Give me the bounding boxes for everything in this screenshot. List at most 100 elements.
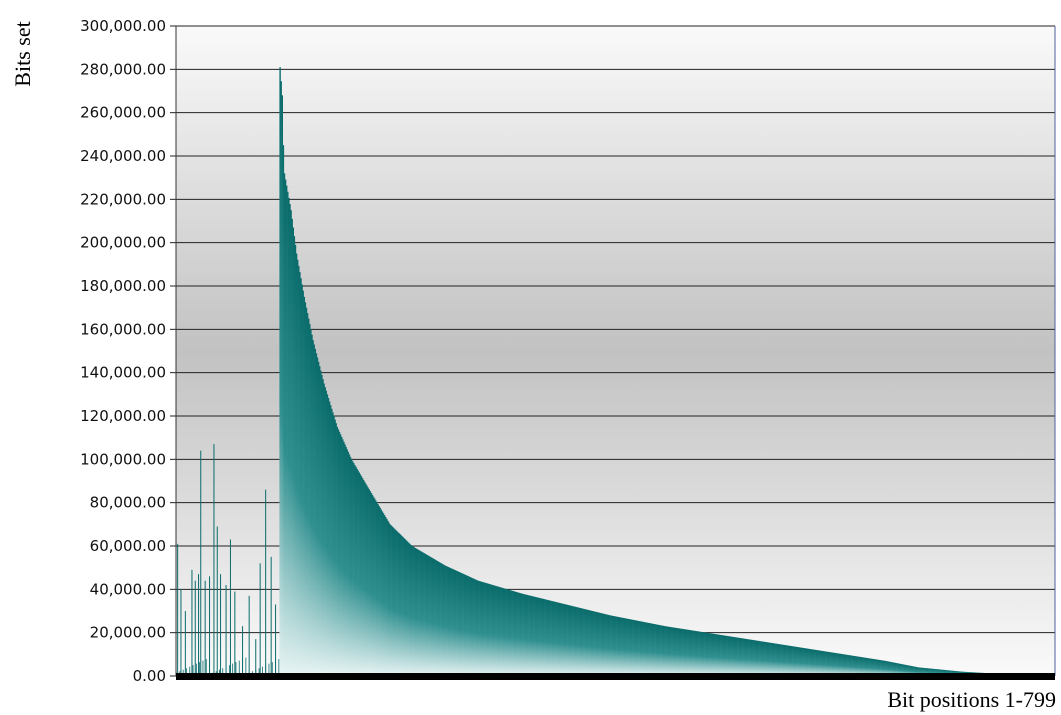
bar	[540, 598, 542, 676]
bar	[782, 644, 784, 676]
bar	[311, 334, 313, 676]
bar	[614, 616, 617, 676]
bar	[915, 666, 917, 676]
bar	[392, 527, 395, 676]
bar	[705, 632, 707, 676]
bar	[479, 581, 482, 676]
bar	[562, 603, 564, 676]
y-tick-label: 200,000.00	[80, 234, 166, 252]
bar	[547, 600, 550, 676]
bar	[668, 626, 671, 676]
bar	[687, 629, 689, 676]
bar	[756, 640, 759, 676]
bar	[590, 610, 593, 676]
bar	[550, 600, 552, 676]
bar	[629, 619, 631, 676]
bar	[689, 630, 692, 676]
bar	[812, 649, 815, 676]
bar	[322, 379, 324, 676]
bar	[909, 665, 912, 676]
bar	[385, 516, 387, 676]
bar	[380, 509, 383, 676]
bar	[337, 429, 340, 676]
bar	[377, 504, 379, 676]
bar	[312, 340, 314, 676]
bar	[290, 210, 292, 677]
bar	[283, 173, 286, 676]
bar	[431, 557, 433, 676]
bar	[408, 542, 410, 676]
bar	[359, 474, 362, 676]
bar	[788, 645, 791, 676]
bar	[933, 668, 936, 676]
bar	[632, 619, 634, 676]
bar	[636, 620, 639, 676]
bar	[779, 644, 782, 676]
y-tick-label: 220,000.00	[80, 190, 166, 208]
bar	[511, 590, 513, 676]
bar	[364, 481, 366, 676]
bar	[449, 568, 452, 676]
bar	[839, 653, 841, 676]
bar	[467, 576, 469, 676]
bar	[817, 650, 819, 676]
bar	[370, 493, 373, 676]
bar	[333, 416, 335, 676]
bar	[448, 567, 451, 676]
bar	[369, 491, 372, 676]
bar	[885, 661, 887, 676]
bar	[375, 500, 377, 676]
bar	[402, 537, 405, 676]
bar	[740, 638, 742, 676]
bar	[713, 633, 716, 676]
bar	[711, 633, 714, 676]
bar	[651, 623, 653, 676]
bar	[806, 648, 808, 676]
bar	[645, 622, 648, 676]
bar	[757, 640, 760, 676]
bar	[669, 627, 672, 676]
bar	[908, 665, 911, 676]
bar	[288, 197, 290, 676]
bar	[574, 606, 576, 676]
bar	[465, 575, 467, 676]
bar	[775, 643, 777, 676]
bar	[323, 383, 325, 676]
bar	[749, 639, 751, 676]
bar	[468, 576, 471, 676]
bar	[665, 626, 667, 676]
bar	[584, 609, 586, 676]
bar	[900, 664, 903, 676]
bar	[881, 660, 883, 676]
bar	[415, 548, 418, 676]
bar	[810, 649, 813, 676]
bar	[897, 663, 900, 676]
bar	[407, 541, 409, 676]
bar	[320, 370, 322, 676]
bar	[476, 580, 478, 676]
bar	[898, 663, 901, 676]
bar	[518, 592, 520, 676]
bar	[750, 639, 752, 676]
bar	[523, 594, 526, 676]
bar	[358, 472, 361, 676]
bar	[378, 505, 380, 676]
bar	[517, 592, 519, 676]
bar	[800, 647, 803, 676]
bar	[918, 667, 920, 676]
bar	[676, 628, 678, 676]
y-tick-label: 280,000.00	[80, 60, 166, 78]
bar	[482, 582, 485, 676]
bar	[492, 585, 495, 676]
bar	[398, 533, 400, 676]
bar	[546, 599, 549, 676]
bar	[720, 635, 722, 676]
bar	[473, 578, 475, 676]
y-tick-label: 80,000.00	[90, 494, 166, 512]
bar	[601, 613, 604, 676]
bar	[654, 624, 656, 676]
bar	[480, 581, 483, 676]
bar	[512, 591, 515, 676]
bar	[501, 587, 504, 676]
bar	[366, 485, 368, 676]
